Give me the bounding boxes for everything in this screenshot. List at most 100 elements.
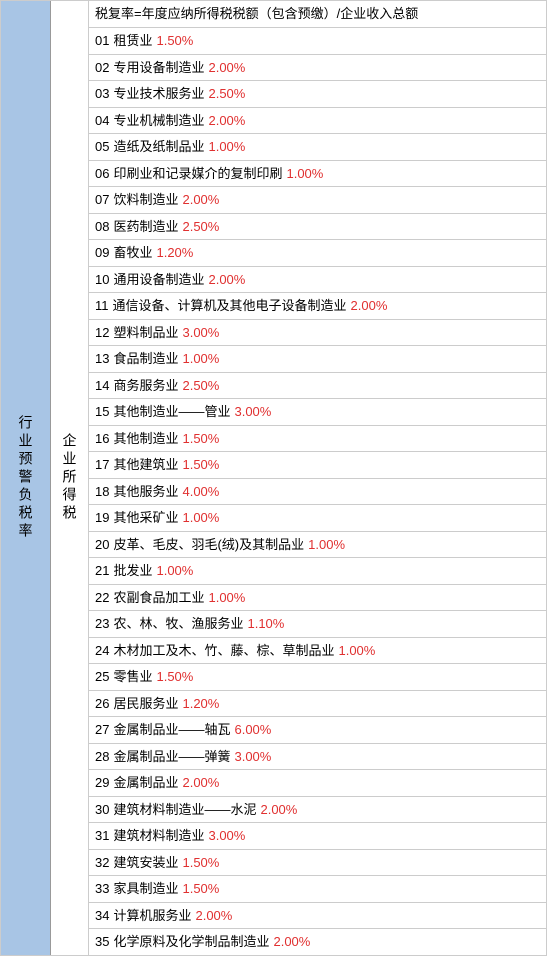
row-number: 03 xyxy=(95,84,109,104)
row-number: 23 xyxy=(95,614,109,634)
table-row: 01 租赁业 1.50% xyxy=(89,28,546,55)
row-label: 印刷业和记录媒介的复制印刷 xyxy=(113,164,282,184)
table-row: 07 饮料制造业 2.00% xyxy=(89,187,546,214)
row-number: 19 xyxy=(95,508,109,528)
row-rate: 4.00% xyxy=(182,482,219,502)
table-row: 19 其他采矿业 1.00% xyxy=(89,505,546,532)
row-number: 09 xyxy=(95,243,109,263)
row-number: 01 xyxy=(95,31,109,51)
row-label: 饮料制造业 xyxy=(113,190,178,210)
table-row: 17 其他建筑业 1.50% xyxy=(89,452,546,479)
row-number: 18 xyxy=(95,482,109,502)
row-label: 建筑材料制造业——水泥 xyxy=(113,800,256,820)
table-row: 14 商务服务业 2.50% xyxy=(89,373,546,400)
row-label: 金属制品业——轴瓦 xyxy=(113,720,230,740)
table-row: 28 金属制品业——弹簧 3.00% xyxy=(89,744,546,771)
table-row: 33 家具制造业 1.50% xyxy=(89,876,546,903)
row-label: 塑料制品业 xyxy=(113,323,178,343)
row-label: 其他建筑业 xyxy=(113,455,178,475)
row-label: 金属制品业 xyxy=(113,773,178,793)
row-number: 15 xyxy=(95,402,109,422)
row-rate: 2.00% xyxy=(195,906,232,926)
row-number: 20 xyxy=(95,535,109,555)
row-number: 21 xyxy=(95,561,109,581)
row-rate: 1.00% xyxy=(156,561,193,581)
mid-category-header: 企业所得税 xyxy=(51,1,89,955)
left-category-header: 行业预警负税率 xyxy=(1,1,51,955)
table-row: 27 金属制品业——轴瓦 6.00% xyxy=(89,717,546,744)
row-label: 造纸及纸制品业 xyxy=(113,137,204,157)
rows-container: 01 租赁业 1.50%02 专用设备制造业 2.00%03 专业技术服务业 2… xyxy=(89,28,546,955)
row-rate: 2.00% xyxy=(351,296,388,316)
tax-rate-table: 行业预警负税率 企业所得税 税复率=年度应纳所得税税额（包含预缴）/企业收入总额… xyxy=(0,0,547,956)
row-label: 批发业 xyxy=(113,561,152,581)
row-rate: 1.00% xyxy=(182,349,219,369)
table-row: 15 其他制造业——管业 3.00% xyxy=(89,399,546,426)
row-number: 14 xyxy=(95,376,109,396)
row-label: 木材加工及木、竹、藤、棕、草制品业 xyxy=(113,641,334,661)
table-row: 10 通用设备制造业 2.00% xyxy=(89,267,546,294)
row-rate: 2.00% xyxy=(182,190,219,210)
table-row: 21 批发业 1.00% xyxy=(89,558,546,585)
row-rate: 1.50% xyxy=(182,853,219,873)
row-rate: 3.00% xyxy=(234,747,271,767)
row-rate: 2.00% xyxy=(208,270,245,290)
table-row: 26 居民服务业 1.20% xyxy=(89,691,546,718)
row-label: 零售业 xyxy=(113,667,152,687)
row-number: 34 xyxy=(95,906,109,926)
row-rate: 1.50% xyxy=(156,667,193,687)
row-number: 11 xyxy=(95,296,109,316)
table-row: 24 木材加工及木、竹、藤、棕、草制品业 1.00% xyxy=(89,638,546,665)
row-number: 16 xyxy=(95,429,109,449)
row-number: 07 xyxy=(95,190,109,210)
row-number: 29 xyxy=(95,773,109,793)
row-number: 13 xyxy=(95,349,109,369)
row-number: 32 xyxy=(95,853,109,873)
row-label: 家具制造业 xyxy=(113,879,178,899)
row-rate: 1.00% xyxy=(286,164,323,184)
row-rate: 1.50% xyxy=(182,455,219,475)
row-rate: 1.00% xyxy=(208,137,245,157)
row-number: 22 xyxy=(95,588,109,608)
table-row: 20 皮革、毛皮、羽毛(绒)及其制品业 1.00% xyxy=(89,532,546,559)
table-row: 03 专业技术服务业 2.50% xyxy=(89,81,546,108)
row-label: 农、林、牧、渔服务业 xyxy=(113,614,243,634)
row-label: 专业机械制造业 xyxy=(113,111,204,131)
table-row: 08 医药制造业 2.50% xyxy=(89,214,546,241)
data-column: 税复率=年度应纳所得税税额（包含预缴）/企业收入总额 01 租赁业 1.50%0… xyxy=(89,1,546,955)
row-rate: 1.00% xyxy=(208,588,245,608)
row-label: 通信设备、计算机及其他电子设备制造业 xyxy=(113,296,347,316)
row-rate: 6.00% xyxy=(234,720,271,740)
row-rate: 1.20% xyxy=(182,694,219,714)
table-row: 18 其他服务业 4.00% xyxy=(89,479,546,506)
row-number: 06 xyxy=(95,164,109,184)
row-label: 食品制造业 xyxy=(113,349,178,369)
row-rate: 1.10% xyxy=(247,614,284,634)
table-row: 34 计算机服务业 2.00% xyxy=(89,903,546,930)
table-row: 12 塑料制品业 3.00% xyxy=(89,320,546,347)
row-number: 24 xyxy=(95,641,109,661)
row-rate: 2.00% xyxy=(273,932,310,952)
table-row: 30 建筑材料制造业——水泥 2.00% xyxy=(89,797,546,824)
table-row: 04 专业机械制造业 2.00% xyxy=(89,108,546,135)
row-rate: 1.50% xyxy=(182,879,219,899)
row-rate: 2.00% xyxy=(208,111,245,131)
table-row: 05 造纸及纸制品业 1.00% xyxy=(89,134,546,161)
row-number: 17 xyxy=(95,455,109,475)
row-label: 通用设备制造业 xyxy=(113,270,204,290)
row-number: 08 xyxy=(95,217,109,237)
row-label: 医药制造业 xyxy=(113,217,178,237)
row-rate: 1.50% xyxy=(156,31,193,51)
row-rate: 1.00% xyxy=(338,641,375,661)
row-number: 33 xyxy=(95,879,109,899)
table-row: 32 建筑安装业 1.50% xyxy=(89,850,546,877)
table-row: 09 畜牧业 1.20% xyxy=(89,240,546,267)
row-rate: 2.50% xyxy=(208,84,245,104)
row-label: 建筑材料制造业 xyxy=(113,826,204,846)
row-number: 04 xyxy=(95,111,109,131)
row-number: 30 xyxy=(95,800,109,820)
row-rate: 2.00% xyxy=(208,58,245,78)
row-rate: 2.50% xyxy=(182,376,219,396)
table-row: 25 零售业 1.50% xyxy=(89,664,546,691)
formula-row: 税复率=年度应纳所得税税额（包含预缴）/企业收入总额 xyxy=(89,1,546,28)
